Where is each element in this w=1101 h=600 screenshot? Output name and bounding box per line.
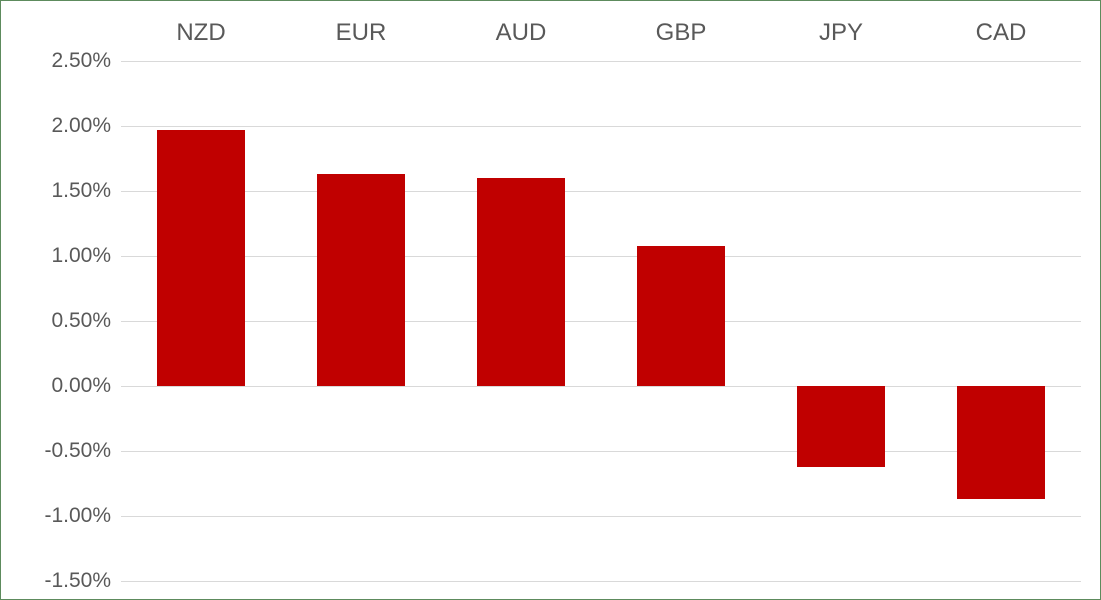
gridline — [121, 191, 1081, 192]
gridline — [121, 256, 1081, 257]
y-axis-label: 1.50% — [51, 179, 121, 203]
y-axis-label: 0.00% — [51, 374, 121, 398]
y-axis-label: 0.50% — [51, 309, 121, 333]
gridline — [121, 126, 1081, 127]
gridline — [121, 451, 1081, 452]
currency-change-chart: 2.50% 2.00% 1.50% 1.00% 0.50% 0.00% -0.50% -1.0… — [0, 0, 1101, 600]
x-axis-label: NZD — [176, 19, 225, 47]
y-axis-label: 2.00% — [51, 114, 121, 138]
y-axis-label: -0.50% — [44, 439, 121, 463]
y-axis-label: 2.50% — [51, 49, 121, 73]
bar — [317, 174, 405, 386]
plot-area: 2.50%2.00%1.50%1.00%0.50%0.00%-0.50%-1.0… — [121, 61, 1081, 581]
x-axis-label: AUD — [496, 19, 547, 47]
x-axis-label: JPY — [819, 19, 863, 47]
gridline — [121, 581, 1081, 582]
bar — [157, 130, 245, 386]
bar — [957, 386, 1045, 499]
bar — [477, 178, 565, 386]
gridline — [121, 386, 1081, 387]
x-axis-label: CAD — [976, 19, 1027, 47]
x-axis-label: GBP — [656, 19, 707, 47]
gridline — [121, 516, 1081, 517]
y-axis-label: -1.50% — [44, 569, 121, 593]
y-axis-label: 1.00% — [51, 244, 121, 268]
gridline — [121, 321, 1081, 322]
bar — [637, 246, 725, 386]
y-axis-label: -1.00% — [44, 504, 121, 528]
x-axis-label: EUR — [336, 19, 387, 47]
gridline — [121, 61, 1081, 62]
bar — [797, 386, 885, 467]
